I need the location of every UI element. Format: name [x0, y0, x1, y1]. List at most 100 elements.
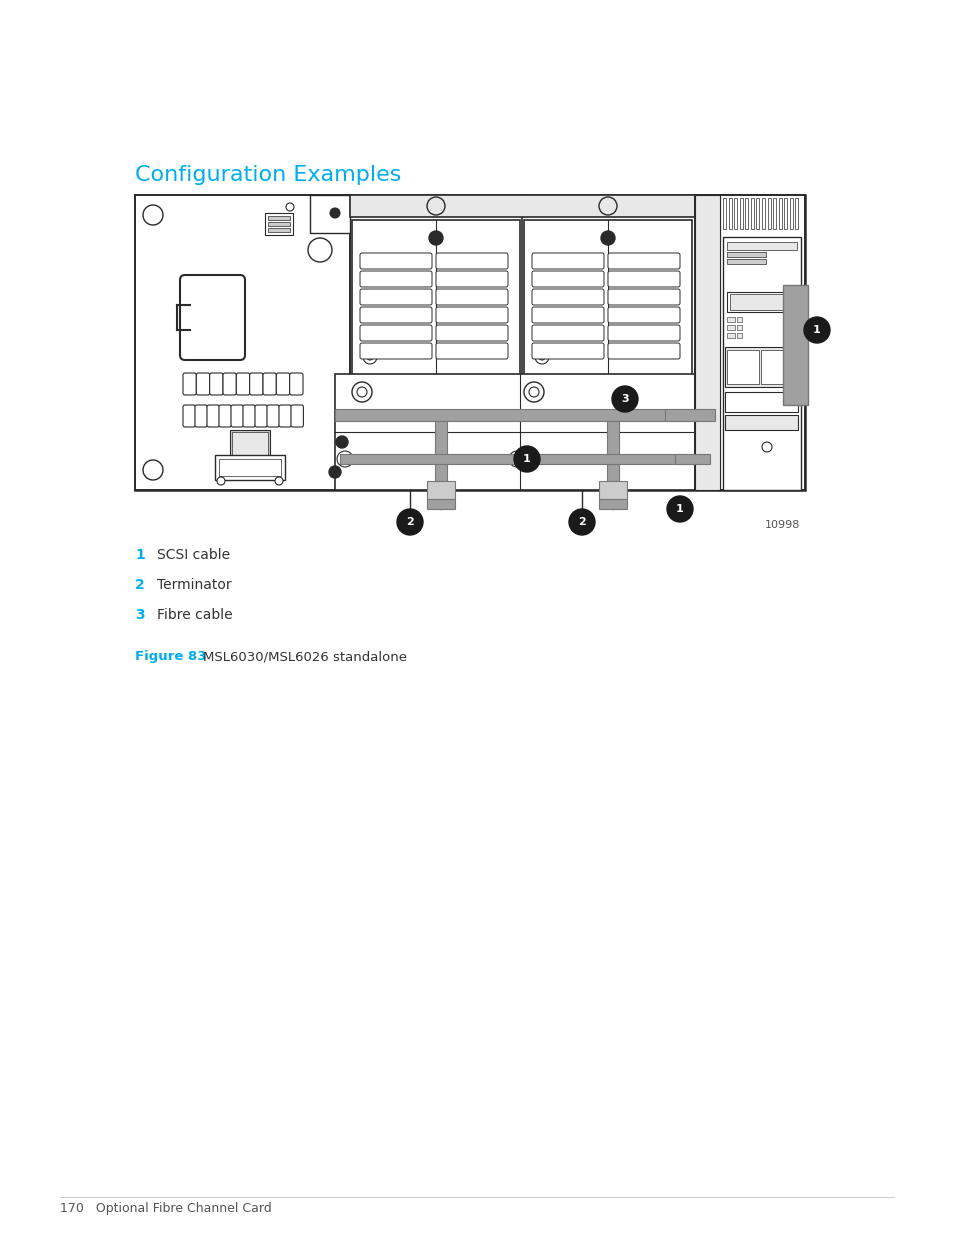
FancyBboxPatch shape	[267, 405, 279, 427]
Bar	[523, 220, 691, 375]
FancyBboxPatch shape	[436, 253, 507, 269]
Bar	[722, 198, 725, 228]
Bar	[268, 228, 290, 232]
Circle shape	[535, 350, 548, 364]
Bar	[664, 409, 714, 421]
FancyBboxPatch shape	[194, 405, 207, 427]
Circle shape	[803, 317, 829, 343]
Circle shape	[216, 477, 225, 485]
FancyBboxPatch shape	[359, 343, 432, 359]
Text: SCSI cable: SCSI cable	[157, 548, 230, 562]
Circle shape	[600, 231, 615, 245]
Circle shape	[329, 466, 340, 478]
FancyBboxPatch shape	[290, 373, 303, 395]
FancyBboxPatch shape	[436, 289, 507, 305]
Circle shape	[427, 198, 444, 215]
FancyBboxPatch shape	[436, 270, 507, 287]
FancyBboxPatch shape	[607, 325, 679, 341]
Bar	[598, 499, 626, 509]
Circle shape	[529, 387, 538, 396]
Text: 3: 3	[135, 608, 145, 622]
Circle shape	[352, 382, 372, 403]
Text: 1: 1	[812, 325, 820, 335]
Bar	[761, 198, 764, 228]
Circle shape	[286, 203, 294, 211]
FancyBboxPatch shape	[276, 373, 290, 395]
FancyBboxPatch shape	[359, 289, 432, 305]
Bar	[734, 198, 737, 228]
FancyBboxPatch shape	[250, 373, 263, 395]
Circle shape	[396, 509, 422, 535]
Text: Terminator: Terminator	[157, 578, 232, 592]
FancyBboxPatch shape	[607, 270, 679, 287]
Bar	[350, 195, 695, 217]
FancyBboxPatch shape	[207, 405, 219, 427]
FancyBboxPatch shape	[196, 373, 210, 395]
Bar	[214, 454, 285, 480]
FancyBboxPatch shape	[219, 405, 232, 427]
Bar	[737, 333, 741, 338]
Circle shape	[363, 350, 376, 364]
FancyBboxPatch shape	[532, 325, 603, 341]
Text: 3: 3	[620, 394, 628, 404]
Circle shape	[514, 446, 539, 472]
Bar	[339, 454, 695, 464]
Circle shape	[598, 198, 617, 215]
Text: 1: 1	[676, 504, 683, 514]
Text: 2: 2	[135, 578, 145, 592]
Circle shape	[538, 354, 544, 359]
Bar	[310, 195, 350, 233]
Text: 10998: 10998	[763, 520, 800, 530]
Circle shape	[568, 509, 595, 535]
Circle shape	[367, 354, 373, 359]
FancyBboxPatch shape	[210, 373, 223, 395]
Circle shape	[143, 205, 163, 225]
Text: 1: 1	[135, 548, 145, 562]
Bar	[265, 212, 293, 235]
Text: 170   Optional Fibre Channel Card: 170 Optional Fibre Channel Card	[60, 1202, 272, 1215]
Bar	[795, 198, 798, 228]
Circle shape	[356, 387, 367, 396]
Bar	[335, 409, 695, 421]
Bar	[767, 198, 770, 228]
Bar	[335, 374, 695, 490]
FancyBboxPatch shape	[532, 253, 603, 269]
FancyBboxPatch shape	[254, 405, 267, 427]
Bar	[695, 195, 720, 490]
FancyBboxPatch shape	[359, 253, 432, 269]
FancyBboxPatch shape	[532, 270, 603, 287]
Circle shape	[666, 496, 692, 522]
Text: 2: 2	[578, 517, 585, 527]
FancyBboxPatch shape	[436, 343, 507, 359]
Circle shape	[143, 459, 163, 480]
Circle shape	[509, 451, 524, 467]
Bar	[739, 198, 742, 228]
Bar	[695, 195, 804, 490]
Bar	[724, 391, 797, 412]
Bar	[782, 285, 807, 405]
Circle shape	[336, 451, 353, 467]
Bar	[606, 421, 618, 480]
Bar	[724, 347, 797, 387]
FancyBboxPatch shape	[278, 405, 291, 427]
Bar	[230, 430, 270, 459]
Bar	[737, 325, 741, 330]
Bar	[726, 291, 794, 312]
Bar	[760, 350, 792, 384]
FancyBboxPatch shape	[436, 325, 507, 341]
Bar	[135, 195, 804, 490]
Bar	[726, 325, 734, 330]
Bar	[729, 294, 791, 310]
Bar	[726, 242, 796, 249]
Bar	[598, 480, 626, 499]
Circle shape	[523, 382, 543, 403]
FancyBboxPatch shape	[607, 253, 679, 269]
Circle shape	[761, 442, 771, 452]
Bar	[427, 499, 455, 509]
Text: Figure 83: Figure 83	[135, 650, 206, 663]
FancyBboxPatch shape	[183, 405, 195, 427]
Bar	[726, 333, 734, 338]
FancyBboxPatch shape	[532, 289, 603, 305]
Bar	[772, 198, 776, 228]
FancyBboxPatch shape	[532, 308, 603, 324]
